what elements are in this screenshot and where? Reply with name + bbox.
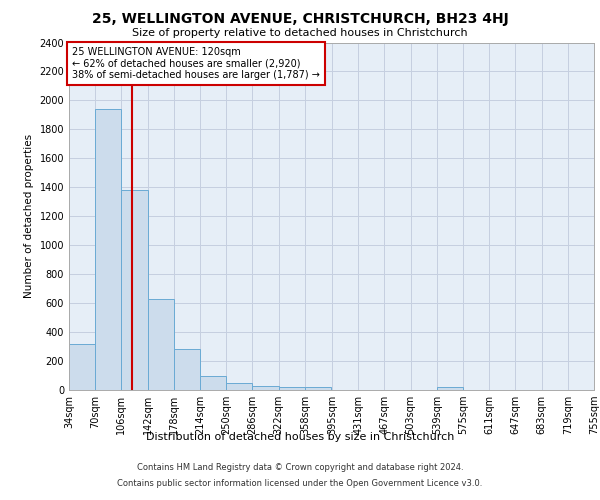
Bar [95, 109, 121, 390]
Bar [174, 350, 200, 390]
Text: Contains public sector information licensed under the Open Government Licence v3: Contains public sector information licen… [118, 478, 482, 488]
Bar [148, 299, 174, 390]
Bar [200, 376, 226, 390]
Bar [226, 383, 253, 390]
Text: Distribution of detached houses by size in Christchurch: Distribution of detached houses by size … [146, 432, 454, 442]
Y-axis label: Number of detached properties: Number of detached properties [24, 134, 34, 298]
Bar [69, 344, 95, 390]
Text: 25 WELLINGTON AVENUE: 120sqm
← 62% of detached houses are smaller (2,920)
38% of: 25 WELLINGTON AVENUE: 120sqm ← 62% of de… [72, 47, 320, 80]
Text: Size of property relative to detached houses in Christchurch: Size of property relative to detached ho… [132, 28, 468, 38]
Bar [253, 386, 279, 390]
Bar [121, 190, 148, 390]
Bar [305, 387, 331, 390]
Bar [279, 387, 305, 390]
Text: 25, WELLINGTON AVENUE, CHRISTCHURCH, BH23 4HJ: 25, WELLINGTON AVENUE, CHRISTCHURCH, BH2… [92, 12, 508, 26]
Text: Contains HM Land Registry data © Crown copyright and database right 2024.: Contains HM Land Registry data © Crown c… [137, 464, 463, 472]
Bar [437, 387, 463, 390]
